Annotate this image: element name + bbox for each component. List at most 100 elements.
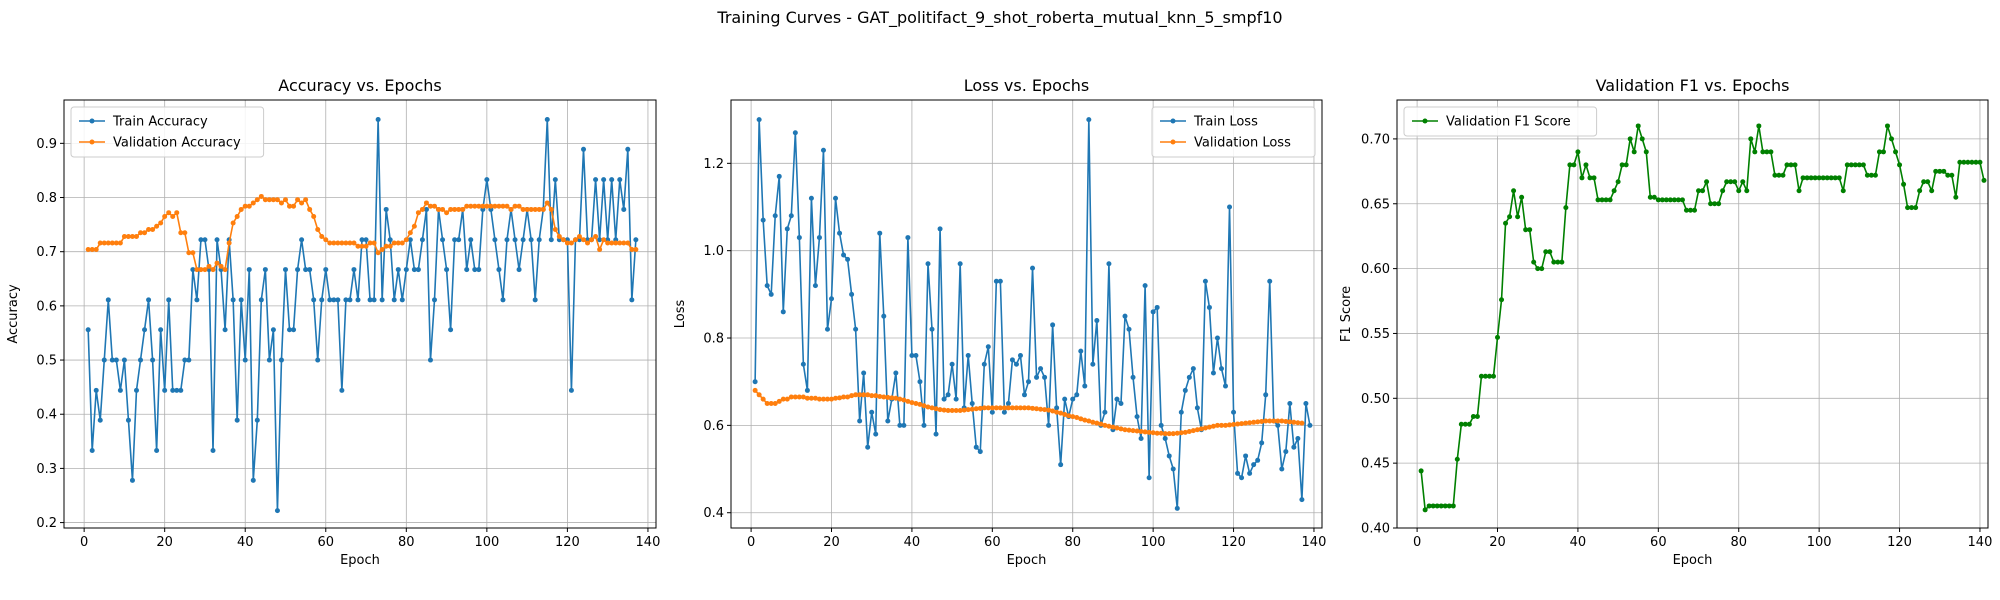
data-point	[633, 247, 639, 253]
data-point	[780, 396, 786, 402]
data-point	[833, 395, 839, 401]
data-point	[957, 408, 963, 414]
data-point	[1259, 440, 1265, 446]
data-point	[1969, 159, 1975, 165]
y-axis-label: Loss	[673, 300, 688, 329]
data-point	[427, 357, 433, 363]
data-point	[194, 297, 200, 303]
data-point	[190, 250, 196, 256]
data-point	[1776, 172, 1782, 178]
data-point	[1259, 418, 1265, 424]
data-point	[1001, 409, 1007, 415]
data-point	[464, 203, 470, 209]
data-point	[772, 213, 778, 219]
data-point	[1450, 503, 1456, 509]
data-point	[210, 267, 216, 273]
legend-label: Validation Accuracy	[113, 136, 241, 151]
data-point	[881, 313, 887, 319]
data-point	[1852, 162, 1858, 168]
data-point	[925, 261, 931, 267]
data-point	[764, 283, 770, 289]
data-point	[448, 327, 454, 333]
data-point	[1977, 159, 1983, 165]
y-tick-label: 0.7	[36, 245, 57, 260]
legend-marker	[1170, 139, 1176, 145]
data-point	[1708, 201, 1714, 207]
data-point	[1034, 374, 1040, 380]
data-point	[1154, 304, 1160, 310]
y-tick-label: 0.4	[36, 408, 57, 423]
data-point	[1114, 396, 1120, 402]
x-tick-label: 120	[555, 535, 580, 550]
data-point	[500, 203, 506, 209]
data-point	[853, 392, 859, 398]
data-point	[849, 393, 855, 399]
data-point	[146, 297, 152, 303]
data-point	[210, 448, 216, 454]
data-point	[937, 226, 943, 232]
data-point	[1186, 428, 1192, 434]
data-point	[101, 240, 107, 246]
data-point	[1146, 475, 1152, 481]
data-point	[829, 296, 835, 302]
data-point	[1478, 373, 1484, 379]
data-point	[1082, 383, 1088, 389]
data-point	[885, 394, 891, 400]
data-point	[1507, 214, 1513, 220]
data-point	[166, 210, 172, 216]
data-point	[1764, 149, 1770, 155]
data-point	[85, 327, 91, 333]
data-point	[278, 357, 284, 363]
data-point	[1949, 172, 1955, 178]
data-point	[154, 448, 160, 454]
data-point	[1174, 430, 1180, 436]
data-point	[472, 267, 478, 273]
data-point	[1535, 266, 1541, 272]
data-point	[544, 117, 550, 122]
data-point	[415, 210, 421, 216]
legend-box	[1151, 106, 1316, 158]
legend-marker	[89, 139, 95, 145]
data-point	[266, 197, 272, 203]
data-point	[784, 396, 790, 402]
data-point	[629, 247, 635, 253]
data-point	[1223, 422, 1229, 428]
data-point	[1820, 175, 1826, 181]
data-point	[222, 267, 228, 273]
data-point	[1499, 297, 1505, 303]
data-point	[1929, 188, 1935, 194]
data-point	[266, 357, 272, 363]
data-point	[1824, 175, 1830, 181]
data-point	[1038, 366, 1044, 372]
data-point	[1287, 401, 1293, 407]
data-point	[343, 240, 349, 246]
data-point	[816, 396, 822, 402]
data-point	[568, 240, 574, 246]
data-point	[496, 267, 502, 273]
data-point	[752, 379, 758, 385]
data-point	[1202, 425, 1208, 431]
data-point	[1227, 422, 1233, 428]
data-point	[1030, 265, 1036, 271]
data-point	[1227, 204, 1233, 210]
data-point	[315, 226, 321, 232]
data-point	[945, 392, 951, 398]
data-point	[901, 397, 907, 403]
data-point	[572, 237, 578, 243]
data-point	[1050, 322, 1056, 328]
data-point	[808, 195, 814, 201]
data-point	[548, 237, 554, 243]
data-point	[101, 357, 107, 363]
data-point	[291, 203, 297, 209]
data-point	[845, 394, 851, 400]
data-point	[969, 401, 975, 407]
data-point	[1804, 175, 1810, 181]
data-point	[869, 409, 875, 415]
data-point	[1275, 422, 1281, 428]
data-point	[254, 417, 260, 423]
chart-panel-3: 0 20 40 60 80 100 120 140 0.40 0.45 0.50 0.55 0.60 0.…	[1339, 76, 1992, 568]
data-point	[597, 237, 603, 243]
data-point	[593, 177, 599, 183]
data-point	[452, 206, 458, 212]
data-point	[1150, 309, 1156, 315]
